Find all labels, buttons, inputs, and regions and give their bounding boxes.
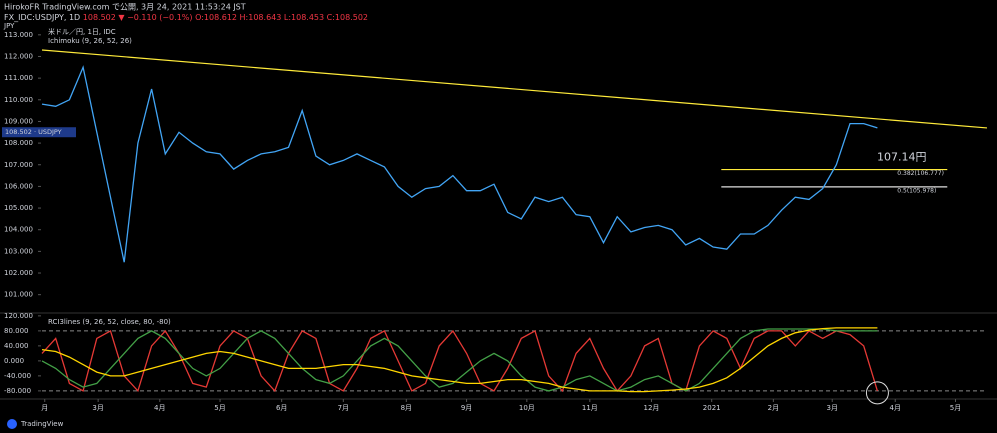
symbol: FX_IDC:USDJPY, 1D [4,13,80,22]
y-tick-label: -80.000 [4,387,31,395]
y-tick-label: 112.000 [4,52,33,60]
y-tick-label: 105.000 [4,204,33,212]
y-tick-label: 102.000 [4,269,33,277]
footer: TradingView [20,420,64,428]
legend-text: 米ドル／円, 1日, IDC [48,27,116,36]
y-tick-label: 113.000 [4,31,33,39]
x-tick-label: 8月 [401,404,412,412]
y-tick-label: 80.000 [4,327,29,335]
price-annotation: 107.14円 [877,151,927,164]
x-tick-label: 11月 [582,404,598,412]
y-tick-label: 104.000 [4,226,33,234]
x-tick-label: 5月 [950,404,961,412]
header-line2: FX_IDC:USDJPY, 1D 108.502 ▼ −0.110 (−0.1… [4,13,368,22]
unit-label: JPY [3,22,15,30]
header-line1: HirokoFR TradingView.com で公開, 3月 24, 202… [4,3,246,12]
series-line [41,329,879,393]
y-tick-label: -40.000 [4,372,31,380]
y-tick-label: 108.000 [4,139,33,147]
price-tag-bg [2,127,76,138]
x-tick-label: 2021 [703,404,721,412]
x-tick-label: 10月 [519,404,535,412]
x-tick-label: 12月 [643,404,659,412]
x-tick-label: 2月 [768,404,779,412]
price-tag: 108.502 · USDJPY [5,128,62,136]
series-line [41,65,878,263]
fib-label: 0.5(105.978) [897,187,936,194]
series-line [41,328,878,392]
y-tick-label: 0.000 [4,357,24,365]
logo [7,419,17,429]
x-tick-label: 3月 [827,404,838,412]
y-tick-label: 120.000 [4,312,33,320]
x-tick-label: 4月 [890,404,901,412]
x-tick-label: 月 [41,404,48,412]
x-tick-label: 7月 [338,404,349,412]
y-tick-label: 106.000 [4,182,33,190]
legend-text: Ichimoku (9, 26, 52, 26) [48,37,132,45]
fib-label: 0.382(106.777) [897,170,944,177]
x-tick-label: 5月 [214,404,225,412]
y-tick-label: 101.000 [4,291,33,299]
change: 108.502 ▼ −0.110 (−0.1%) [83,13,193,22]
trendline [41,49,988,129]
indicator-title: RCI3lines (9, 26, 52, close, 80, -80) [48,318,171,326]
x-tick-label: 9月 [461,404,472,412]
y-tick-label: 109.000 [4,117,33,125]
x-tick-label: 4月 [154,404,165,412]
series-line [41,327,878,393]
y-tick-label: 103.000 [4,247,33,255]
y-tick-label: 107.000 [4,161,33,169]
highlight-circle [865,381,889,405]
ohlc: O:108.612 H:108.643 L:108.453 C:108.502 [195,13,368,22]
y-tick-label: 110.000 [4,96,33,104]
y-tick-label: 111.000 [4,74,33,82]
x-tick-label: 6月 [276,404,287,412]
x-tick-label: 3月 [92,404,103,412]
y-tick-label: 40.000 [4,342,29,350]
